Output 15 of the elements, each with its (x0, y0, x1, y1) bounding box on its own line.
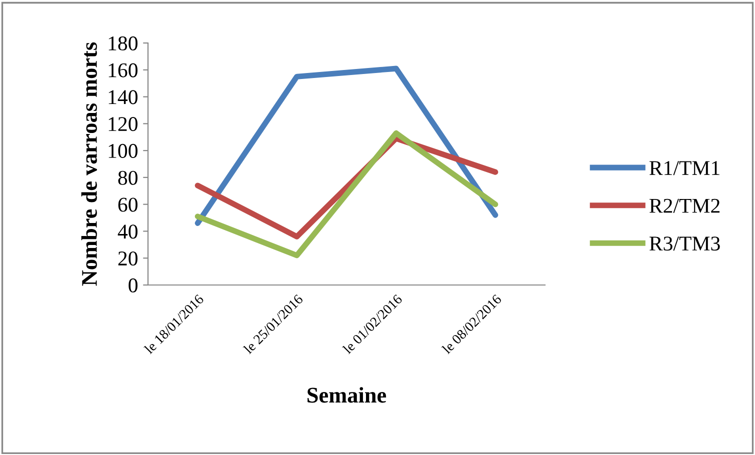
y-axis-title: Nombre de varroas morts (81, 42, 97, 286)
y-tick-label: 60 (118, 198, 138, 212)
y-tick-label: 120 (108, 117, 138, 132)
legend-label: R1/TM1 (649, 161, 720, 176)
y-tick-label: 160 (108, 63, 138, 78)
y-tick-label: 100 (108, 144, 138, 158)
y-tick-label: 0 (128, 278, 138, 292)
legend-label: R2/TM2 (649, 198, 720, 213)
y-tick-label: 140 (108, 90, 138, 104)
x-axis-title: Semaine (308, 387, 386, 403)
legend-label: R3/TM3 (649, 236, 720, 251)
y-tick-label: 40 (118, 224, 138, 239)
y-tick-label: 20 (118, 251, 138, 266)
y-tick-label: 80 (118, 170, 138, 185)
y-tick-label: 180 (108, 36, 138, 50)
